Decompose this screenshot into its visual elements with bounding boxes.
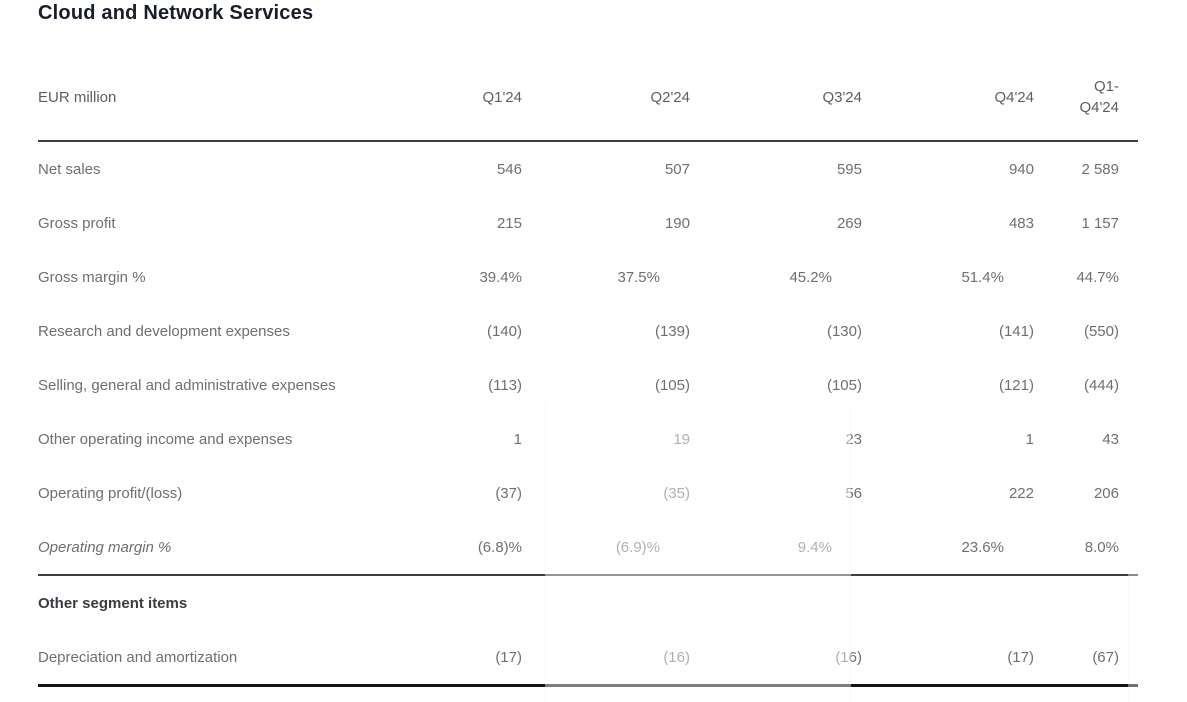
header-row: EUR million Q1'24 Q2'24 Q3'24 Q4'24 Q1-Q4'24 <box>38 54 1138 142</box>
cell-value: (105) <box>826 376 862 394</box>
cell-value: 23.6% <box>961 538 1004 556</box>
cell-value <box>690 574 862 630</box>
cell-value: 39.4% <box>479 268 522 286</box>
cell-value: (130) <box>826 322 862 340</box>
cell-value: (121) <box>998 376 1034 394</box>
cell-value: (17) <box>408 630 522 687</box>
cell-value: 595 <box>836 160 862 178</box>
column-header: Q1-Q4'24 <box>1034 54 1138 142</box>
row-label: Selling, general and administrative expe… <box>38 376 336 394</box>
cell-value: 483 <box>1008 214 1034 232</box>
cell-value: 206 <box>1093 484 1119 502</box>
row-label: Research and development expenses <box>38 322 290 340</box>
cell-value: (139) <box>654 322 690 340</box>
section-row: Other segment items <box>38 574 1138 630</box>
row-label: Operating profit/(loss) <box>38 484 183 502</box>
row-label: Depreciation and amortization <box>38 630 408 687</box>
cell-value: 1 157 <box>1081 214 1119 232</box>
cell-value: 37.5% <box>617 268 660 286</box>
table-row: Other operating income and expenses 1 19 23… <box>38 412 1138 466</box>
cell-value: 222 <box>1008 484 1034 502</box>
cell-value: (550) <box>1083 322 1119 340</box>
cell-value: 43 <box>1102 430 1119 448</box>
cell-value <box>522 574 690 630</box>
table-row: Depreciation and amortization (17) (16) (16… <box>38 630 1138 687</box>
row-label: Other operating income and expenses <box>38 430 293 448</box>
row-label: Gross margin % <box>38 268 146 286</box>
cell-value: 9.4% <box>797 538 832 556</box>
cell-value: (37) <box>495 484 522 502</box>
column-header: Q3'24 <box>690 54 862 142</box>
financial-table: EUR million Q1'24 Q2'24 Q3'24 Q4'24 Q1-Q4'24… <box>38 54 1138 687</box>
column-header: Q4'24 <box>862 54 1034 142</box>
cell-value: 44.7% <box>1076 268 1119 286</box>
cell-value: 940 <box>1008 160 1034 178</box>
column-header: Q1'24 <box>408 54 522 142</box>
cell-value: 546 <box>496 160 522 178</box>
cell-value: (113) <box>488 376 522 394</box>
column-header: Q2'24 <box>522 54 690 142</box>
cell-value: (105) <box>654 376 690 394</box>
table-body: Net sales 546 507 595 940 2 589 Gross profit 21… <box>38 141 1138 687</box>
row-label: Operating margin % <box>38 538 172 556</box>
cell-value: 1 <box>1025 430 1034 448</box>
cell-value: (140) <box>486 322 522 340</box>
table-header: EUR million Q1'24 Q2'24 Q3'24 Q4'24 Q1-Q4'24 <box>38 54 1138 142</box>
table-row: Net sales 546 507 595 940 2 589 <box>38 141 1138 196</box>
row-label: Gross profit <box>38 214 116 232</box>
cell-value: 8.0% <box>1084 538 1119 556</box>
cell-value: 2 589 <box>1081 160 1119 178</box>
cell-value <box>1034 574 1138 630</box>
cell-value: (67) <box>1034 630 1138 687</box>
cell-value: (17) <box>862 630 1034 687</box>
cell-value: 51.4% <box>961 268 1004 286</box>
cell-value <box>408 574 522 630</box>
row-label: Net sales <box>38 160 101 178</box>
cell-value: (35) <box>663 484 690 502</box>
cell-value: (6.9)% <box>615 538 660 556</box>
cell-value: (444) <box>1083 376 1119 394</box>
cell-value: 45.2% <box>789 268 832 286</box>
table-row: Research and development expenses (140) (1… <box>38 304 1138 358</box>
table-row: Operating margin % (6.8)% (6.9)% 9.4% 23.6% 8… <box>38 520 1138 575</box>
cell-value: 190 <box>664 214 690 232</box>
cell-value: 19 <box>673 430 690 448</box>
cell-value: (16) <box>690 630 862 687</box>
table-row: Gross profit 215 190 269 483 1 157 <box>38 196 1138 250</box>
row-label: Other segment items <box>38 574 408 630</box>
table-row: Operating profit/(loss) (37) (35) 56 222 206 <box>38 466 1138 520</box>
cell-value: (16) <box>522 630 690 687</box>
cell-value: 215 <box>496 214 522 232</box>
page-title: Cloud and Network Services <box>38 2 314 24</box>
cell-value: (6.8)% <box>477 538 522 556</box>
cell-value: 56 <box>845 484 862 502</box>
table-row: Selling, general and administrative expe… <box>38 358 1138 412</box>
cell-value: 23 <box>845 430 862 448</box>
cell-value: 1 <box>513 430 522 448</box>
cell-value: 269 <box>836 214 862 232</box>
table-row: Gross margin % 39.4% 37.5% 45.2% 51.4% 44.7% <box>38 250 1138 304</box>
unit-label: EUR million <box>38 54 408 142</box>
cell-value <box>862 574 1034 630</box>
cell-value: 507 <box>664 160 690 178</box>
column-header-text: Q1-Q4'24 <box>1079 78 1119 116</box>
cell-value: (141) <box>998 322 1034 340</box>
